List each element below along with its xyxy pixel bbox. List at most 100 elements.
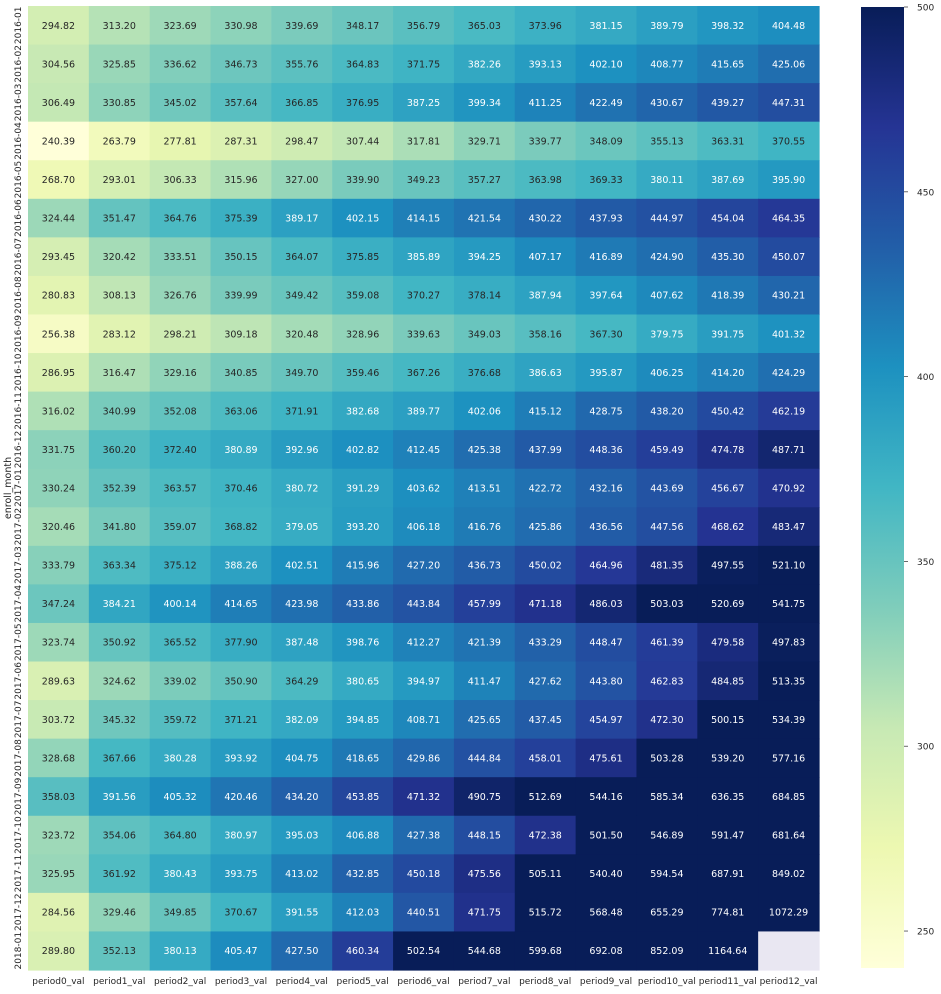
cell-value-label: 425.06 [772, 59, 805, 70]
heatmap-cell-2017-05-period7_val [453, 622, 516, 663]
cell-value-label: 333.79 [42, 561, 75, 572]
cell-value-label: 434.20 [285, 792, 318, 803]
cell-value-label: 425.65 [468, 715, 501, 726]
heatmap-cell-2017-11-period4_val [271, 854, 333, 894]
cell-value-label: 454.04 [711, 214, 744, 225]
column-tick-label-period12_val: period12_val [760, 977, 818, 987]
heatmap-cell-2016-02-period6_val [393, 44, 455, 84]
cell-value-label: 375.39 [224, 214, 257, 225]
cell-value-label: 400.14 [163, 599, 196, 610]
cell-value-label: 475.61 [589, 753, 622, 764]
cell-value-label: 350.15 [224, 252, 257, 263]
heatmap-cell-2017-08-period8_val [514, 738, 577, 778]
cell-value-label: 392.96 [285, 445, 318, 456]
cell-value-label: 459.49 [650, 445, 683, 456]
heatmap-cell-2017-11-period6_val [393, 854, 455, 894]
heatmap-cell-2017-04-period4_val [271, 584, 333, 624]
heatmap-cell-2016-07-period0_val [28, 237, 90, 277]
cell-value-label: 594.54 [650, 869, 683, 880]
cell-value-label: 393.20 [346, 522, 379, 533]
heatmap-cell-2017-06-period8_val [514, 661, 577, 701]
heatmap-cell-2016-02-period5_val [332, 44, 394, 84]
heatmap-cell-2016-01-period10_val [636, 6, 698, 46]
cell-value-label: 443.80 [589, 676, 622, 687]
cell-value-label: 339.02 [163, 676, 196, 687]
heatmap-cell-2016-04-period10_val [636, 121, 698, 161]
heatmap-cell-2016-01-period11_val [697, 6, 759, 46]
heatmap-cell-2016-04-period8_val [514, 121, 577, 161]
cell-value-label: 471.32 [407, 792, 440, 803]
cell-value-label: 359.08 [346, 291, 379, 302]
cell-value-label: 328.96 [346, 329, 379, 340]
heatmap-cell-2017-09-period12_val [758, 777, 820, 817]
heatmap-cell-2017-10-period12_val [758, 815, 820, 855]
heatmap-cell-2018-01-period12_val [758, 931, 820, 971]
cell-value-label: 447.56 [650, 522, 683, 533]
cell-value-label: 430.21 [772, 291, 805, 302]
heatmap-cell-2017-06-period10_val [636, 661, 698, 701]
cell-value-label: 591.47 [711, 831, 744, 842]
heatmap-cell-2016-06-period0_val [28, 198, 90, 238]
heatmap-cell-2016-05-period5_val [332, 160, 394, 200]
cell-value-label: 402.51 [285, 561, 318, 572]
heatmap-cell-2017-12-period0_val [28, 892, 90, 933]
heatmap-cell-2017-09-period9_val [575, 777, 638, 817]
row-tick-label-2016-02: 2016-02 [14, 45, 24, 83]
cell-value-label: 416.89 [589, 252, 622, 263]
heatmap-cell-2016-06-period11_val [697, 198, 759, 238]
cell-value-label: 352.39 [103, 484, 136, 495]
column-tick-label-period4_val: period4_val [276, 977, 328, 987]
heatmap-cell-2016-04-period11_val [697, 121, 759, 161]
heatmap-cell-2016-01-period7_val [453, 6, 516, 46]
heatmap-cell-2017-05-period9_val [575, 622, 638, 663]
heatmap-cell-2016-08-period7_val [453, 275, 516, 316]
heatmap-cell-2017-03-period10_val [636, 545, 698, 585]
row-tick-label-2017-08: 2017-08 [14, 739, 24, 777]
cell-value-label: 330.24 [42, 484, 75, 495]
cell-value-label: 464.96 [589, 561, 622, 572]
cell-value-label: 345.02 [163, 98, 196, 109]
cell-value-label: 393.92 [224, 753, 257, 764]
heatmap-cell-2018-01-period3_val [210, 931, 272, 971]
column-tick-label-period9_val: period9_val [580, 977, 632, 987]
heatmap-cell-2016-05-period10_val [636, 160, 698, 200]
heatmap-cell-2017-05-period0_val [28, 622, 90, 663]
heatmap-cell-2017-11-period10_val [636, 854, 698, 894]
heatmap-cell-2016-02-period1_val [88, 44, 151, 84]
heatmap-cell-2016-08-period12_val [758, 275, 820, 316]
cell-value-label: 406.18 [407, 522, 440, 533]
heatmap-cell-2016-12-period2_val [149, 430, 212, 470]
cell-value-label: 1072.29 [769, 908, 808, 919]
heatmap-cell-2017-02-period6_val [393, 507, 455, 547]
heatmap-cell-2017-06-period6_val [393, 661, 455, 701]
cell-value-label: 520.69 [711, 599, 744, 610]
heatmap-cell-2017-05-period12_val [758, 622, 820, 663]
cell-value-label: 399.34 [468, 98, 501, 109]
colorbar-tick-label-500: 500 [917, 4, 934, 14]
cell-value-label: 380.97 [224, 831, 257, 842]
heatmap-cell-2016-11-period1_val [88, 391, 151, 431]
cell-value-label: 424.29 [772, 368, 805, 379]
heatmap-cell-2017-08-period3_val [210, 738, 272, 778]
heatmap-cell-2017-12-period11_val [697, 892, 759, 933]
cell-value-label: 433.29 [529, 638, 562, 649]
heatmap-cell-2016-06-period4_val [271, 198, 333, 238]
row-tick-label-2016-08: 2016-08 [14, 276, 24, 314]
cell-value-label: 503.28 [650, 753, 683, 764]
cell-value-label: 350.92 [103, 638, 136, 649]
cell-value-label: 388.26 [224, 561, 257, 572]
heatmap-cell-2016-12-period10_val [636, 430, 698, 470]
heatmap-cell-2018-01-period4_val [271, 931, 333, 971]
heatmap-cell-2017-05-period6_val [393, 622, 455, 663]
cell-value-label: 397.64 [589, 291, 622, 302]
heatmap-cell-2016-06-period6_val [393, 198, 455, 238]
heatmap-cell-2017-08-period5_val [332, 738, 394, 778]
heatmap-cell-2017-01-period3_val [210, 468, 272, 508]
heatmap-cell-2016-11-period5_val [332, 391, 394, 431]
cell-value-label: 303.72 [42, 715, 75, 726]
row-tick-label-2016-06: 2016-06 [14, 199, 24, 237]
cell-value-label: 381.15 [589, 21, 622, 32]
cell-value-label: 414.65 [224, 599, 257, 610]
heatmap-cell-2016-01-period0_val [28, 6, 90, 46]
heatmap-cell-2017-07-period0_val [28, 700, 90, 740]
